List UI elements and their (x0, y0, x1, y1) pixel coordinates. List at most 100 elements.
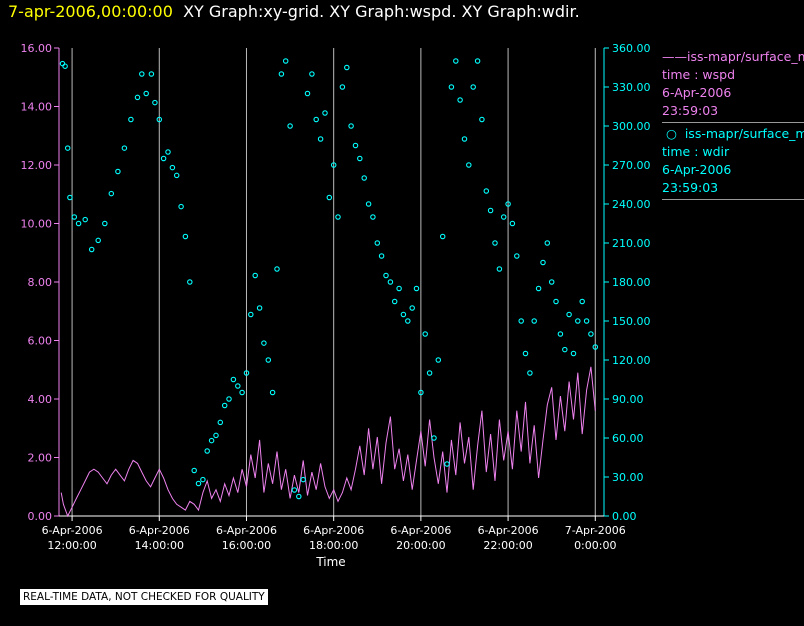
x-tick-time: 0:00:00 (574, 539, 616, 552)
wdir-point (444, 461, 450, 467)
wdir-point (265, 357, 272, 363)
wdir-point (588, 331, 594, 337)
wdir-point (461, 136, 468, 142)
wdir-point (500, 214, 507, 220)
wdir-point (134, 94, 141, 101)
y-right-tick-label: 60.00 (612, 432, 644, 445)
wdir-point (344, 64, 350, 71)
legend-wspd-time: 23:59:03 (662, 103, 719, 118)
title-graphs: XY Graph:xy-grid. XY Graph:wspd. XY Grap… (183, 2, 580, 21)
wdir-point (282, 58, 289, 64)
x-tick-date: 6-Apr-2006 (390, 524, 451, 537)
y-right-tick-label: 210.00 (612, 237, 651, 250)
wdir-point (71, 214, 78, 220)
y-right-tick-label: 270.00 (612, 159, 651, 172)
wdir-point (514, 253, 520, 259)
wdir-point (128, 116, 134, 123)
wdir-point (95, 237, 101, 244)
wdir-point (383, 272, 389, 279)
wdir-point (562, 346, 568, 353)
wdir-point (387, 279, 394, 285)
x-tick-time: 14:00:00 (135, 539, 184, 552)
wdir-point (492, 240, 498, 246)
wdir-point (400, 311, 407, 318)
wdir-series-points (59, 58, 599, 500)
wdir-point (248, 311, 254, 318)
y-right-tick-label: 300.00 (612, 120, 651, 133)
wdir-point (422, 331, 428, 337)
wdir-point (370, 214, 376, 220)
wdir-point (278, 71, 285, 77)
wdir-point (544, 240, 551, 246)
y-right-tick-label: 150.00 (612, 315, 651, 328)
y-left-tick-label: 2.00 (28, 452, 53, 465)
legend-separator (662, 122, 804, 123)
wdir-point (483, 188, 490, 194)
wdir-point (82, 216, 88, 223)
wdir-point (191, 467, 197, 474)
wdir-point (431, 435, 437, 441)
wdir-point (579, 298, 585, 305)
wdir-point (121, 145, 128, 151)
wdir-point (317, 136, 324, 142)
wdir-point (169, 164, 176, 171)
wdir-point (182, 233, 189, 240)
x-tick-date: 6-Apr-2006 (478, 524, 539, 537)
wdir-point (221, 402, 228, 409)
wdir-point (139, 71, 145, 77)
wdir-point (156, 116, 163, 123)
wdir-point (64, 145, 71, 151)
y-axis-left-ticks: 0.00 2.00 4.00 6.00 8.00 10.00 12.00 14.00 16.00 (21, 42, 59, 523)
wdir-point (566, 311, 572, 318)
wdir-point (453, 58, 459, 64)
wdir-point (178, 203, 184, 210)
quality-disclaimer: REAL-TIME DATA, NOT CHECKED FOR QUALITY (20, 589, 268, 605)
wdir-point (527, 370, 533, 376)
wdir-point (304, 90, 311, 97)
x-tick-time: 16:00:00 (222, 539, 271, 552)
x-axis-label: Time (315, 555, 345, 569)
wdir-point (540, 259, 546, 266)
wdir-point (256, 305, 263, 311)
wdir-point (448, 84, 455, 90)
wdir-point (583, 318, 590, 324)
wdir-point (557, 331, 564, 337)
wdir-point (479, 116, 485, 123)
wdir-point (405, 318, 411, 324)
wdir-point (365, 201, 372, 207)
y-right-tick-label: 240.00 (612, 198, 651, 211)
legend-wspd-label: time : wspd (662, 67, 736, 82)
wdir-point (535, 285, 542, 292)
wdir-point (335, 214, 341, 220)
wdir-point (418, 389, 424, 396)
x-tick-date: 6-Apr-2006 (129, 524, 190, 537)
x-tick-time: 20:00:00 (396, 539, 445, 552)
y-right-tick-label: 90.00 (612, 393, 644, 406)
wdir-point (439, 233, 446, 240)
wdir-point (208, 437, 215, 444)
wdir-point (413, 285, 420, 292)
wdir-point (466, 162, 472, 168)
wdir-point (309, 71, 315, 77)
wdir-point (217, 419, 224, 426)
wdir-point (62, 63, 68, 69)
wdir-point (187, 279, 193, 285)
title-date: 7-apr-2006,00:00:00 (8, 2, 173, 21)
wdir-point (357, 155, 363, 162)
x-tick-date: 7-Apr-2006 (565, 524, 626, 537)
x-axis-ticks: 6-Apr-2006 12:00:00 6-Apr-2006 14:00:00 6-Ap… (42, 516, 626, 552)
wdir-point (531, 318, 537, 324)
wdir-point (243, 370, 250, 376)
wdir-point (470, 84, 476, 90)
y-left-tick-label: 6.00 (28, 335, 53, 348)
wdir-point (102, 220, 108, 227)
wdir-point (239, 389, 245, 396)
wdir-point (326, 194, 333, 201)
wdir-point (548, 279, 555, 285)
y-left-tick-label: 14.00 (21, 101, 53, 114)
wdir-point (339, 84, 346, 90)
legend: ——iss-mapr/surface_met time : wspd 6-Apr… (662, 48, 804, 202)
wdir-point (59, 60, 66, 67)
wdir-point (409, 305, 415, 311)
